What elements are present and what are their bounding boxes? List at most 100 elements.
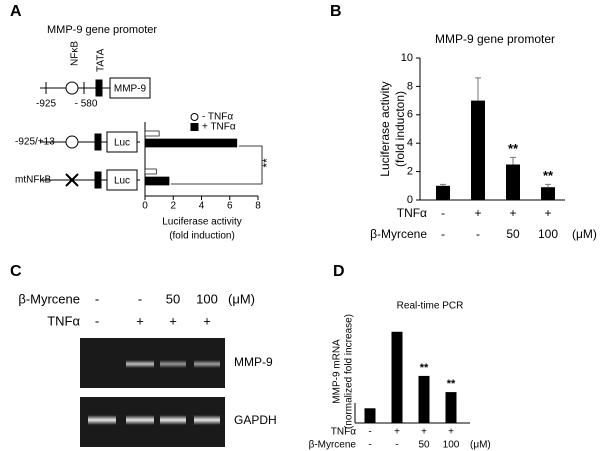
category-label: -925/+13 xyxy=(15,137,55,148)
treatment-value: 50 xyxy=(166,291,180,306)
bar xyxy=(144,130,160,137)
treatment-value: + xyxy=(448,427,454,438)
treatment-value: - xyxy=(368,427,371,438)
tata-box xyxy=(94,171,102,189)
element-label: NFκB xyxy=(70,41,81,66)
treatment-value: - xyxy=(395,440,398,451)
treatment-value: - xyxy=(138,291,142,306)
bar xyxy=(541,187,555,200)
treatment-value: 100 xyxy=(196,291,218,306)
y-tick-label: 0 xyxy=(407,194,413,206)
gel-image xyxy=(80,338,225,447)
treatment-value: - xyxy=(95,313,99,328)
significance-label: ** xyxy=(260,158,274,168)
treatment-name: TNFα xyxy=(397,206,427,220)
x-tick-label: 6 xyxy=(227,201,233,212)
panel-label: D xyxy=(333,263,345,280)
legend-label: - TNFα xyxy=(202,112,233,123)
bar xyxy=(436,185,450,200)
y-axis-label: Luciferase activity xyxy=(378,81,392,176)
luc-box xyxy=(106,169,138,191)
treatment-name: TNFα xyxy=(331,427,356,438)
y-tick-label: 6 xyxy=(407,109,413,121)
y-axis-label: (fold inducton) xyxy=(393,91,407,167)
y-tick-label: 10 xyxy=(401,52,413,64)
bar xyxy=(144,138,238,148)
gel-band xyxy=(194,360,220,368)
gene-box xyxy=(109,77,151,99)
error-bar xyxy=(475,77,481,101)
bar xyxy=(445,392,457,423)
treatment-value: - xyxy=(95,291,99,306)
bar xyxy=(144,176,170,186)
bar xyxy=(391,331,403,423)
treatment-value: - xyxy=(441,227,445,241)
error-bar xyxy=(440,183,446,186)
diagram-title: MMP-9 gene promoter xyxy=(47,24,157,36)
treatment-value: + xyxy=(474,206,481,220)
treatment-name: β-Myrcene xyxy=(370,227,427,241)
y-axis-label: (normalized fold increase) xyxy=(344,314,355,429)
bar xyxy=(471,100,485,200)
error-bar xyxy=(545,183,551,188)
error-bar xyxy=(510,156,516,165)
panel-label: A xyxy=(10,3,22,20)
treatment-value: - xyxy=(476,227,480,241)
bar xyxy=(418,375,430,423)
promoter-diagram xyxy=(40,77,151,191)
treatment-value: - xyxy=(441,206,445,220)
treatment-value: 50 xyxy=(506,227,520,241)
legend-label: + TNFα xyxy=(202,122,236,133)
y-tick-label: 4 xyxy=(407,137,413,149)
treatment-value: - xyxy=(368,440,371,451)
treatment-value: + xyxy=(169,313,177,328)
significance-label: ** xyxy=(543,168,554,183)
x-tick-label: 8 xyxy=(255,201,261,212)
panel-label: B xyxy=(330,3,342,20)
gel-band xyxy=(126,415,154,425)
x-tick-label: 0 xyxy=(142,201,148,212)
significance-label: ** xyxy=(447,378,456,390)
gel-band xyxy=(126,360,154,368)
band-label: GAPDH xyxy=(234,413,277,427)
treatment-unit: (μM) xyxy=(228,291,255,306)
bar xyxy=(506,164,520,200)
y-tick-label: 2 xyxy=(407,166,413,178)
nfkb-site xyxy=(65,81,79,95)
x-axis-label: Luciferase activity xyxy=(162,217,241,228)
bar xyxy=(144,168,157,175)
treatment-unit: (μM) xyxy=(470,440,491,451)
treatment-value: 50 xyxy=(418,440,430,451)
treatment-name: β-Myrcene xyxy=(18,291,80,306)
category-label: mtNFkB xyxy=(15,175,51,186)
treatment-value: + xyxy=(509,206,516,220)
treatment-value: + xyxy=(394,427,400,438)
treatment-name: TNFα xyxy=(47,313,80,328)
gel-band xyxy=(160,360,186,368)
tata-box xyxy=(95,79,103,97)
x-axis-label: (fold induction) xyxy=(169,231,235,242)
treatment-value: 100 xyxy=(538,227,558,241)
treatment-unit: (μM) xyxy=(572,227,597,241)
gel-band xyxy=(160,415,186,425)
reporter-label: Luc xyxy=(114,176,130,187)
chart-title: Real-time PCR xyxy=(397,301,464,312)
significance-bracket xyxy=(171,145,263,185)
position-label: -925 xyxy=(36,99,56,110)
luc-box xyxy=(106,131,138,153)
element-label: TATA xyxy=(96,48,107,72)
treatment-value: + xyxy=(544,206,551,220)
gel-band xyxy=(88,415,116,425)
bar xyxy=(364,408,376,423)
treatment-value: + xyxy=(136,313,144,328)
position-label: - 580 xyxy=(75,99,98,110)
significance-label: ** xyxy=(508,141,519,156)
x-tick-label: 4 xyxy=(199,201,205,212)
panel-label: C xyxy=(10,263,22,280)
tata-box xyxy=(94,133,102,151)
legend-swatch xyxy=(190,123,199,131)
treatment-value: + xyxy=(421,427,427,438)
reporter-label: Luc xyxy=(114,138,130,149)
gel-band xyxy=(194,415,220,425)
